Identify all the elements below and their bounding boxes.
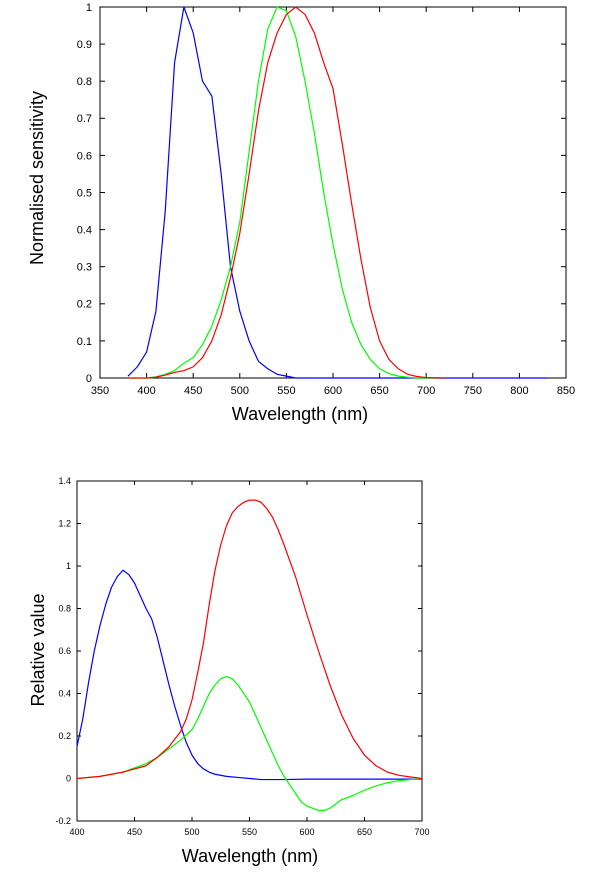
y-tick-label: 0.2 [77, 299, 92, 311]
x-tick-label: 350 [91, 385, 109, 397]
x-tick-label: 650 [370, 385, 388, 397]
series-line [127, 6, 548, 379]
y-tick-label: 1.4 [58, 476, 71, 486]
x-tick-label: 600 [324, 385, 342, 397]
y-tick-label: 0.4 [77, 224, 92, 236]
x-tick-label: 850 [557, 385, 575, 397]
x-tick-label: 400 [69, 827, 84, 837]
plot-frame [76, 480, 423, 822]
series-line [127, 6, 445, 379]
x-axis-label: Wavelength (nm) [182, 846, 318, 866]
y-tick-label: 0.9 [77, 39, 92, 51]
x-tick-label: 450 [127, 827, 142, 837]
x-tick-label: 400 [137, 385, 155, 397]
series-lines [76, 499, 423, 811]
y-tick-label: 0.6 [58, 646, 71, 656]
y-tick-label: -0.2 [55, 816, 71, 826]
y-tick-label: 0.8 [77, 76, 92, 88]
series-lines [127, 6, 548, 379]
y-tick-label: 0 [66, 774, 71, 784]
plot-frame [99, 6, 567, 379]
y-tick-label: 0.8 [58, 604, 71, 614]
y-tick-label: 0.4 [58, 689, 71, 699]
x-tick-label: 750 [464, 385, 482, 397]
y-axis-ticks: 0 0.1 0.2 0.3 0.4 0.5 0.6 0.7 0.8 0.9 1 [77, 2, 566, 385]
series-line [127, 6, 445, 379]
x-tick-label: 550 [242, 827, 257, 837]
relative-value-chart: 400 450 500 550 600 650 700 -0.2 0 0.2 0.4 0.6 0.8 1… [28, 476, 430, 866]
x-tick-label: 700 [414, 827, 429, 837]
y-axis-ticks: -0.2 0 0.2 0.4 0.6 0.8 1 1.2 1.4 [55, 476, 422, 826]
x-tick-label: 500 [231, 385, 249, 397]
x-axis-label: Wavelength (nm) [232, 404, 368, 424]
x-tick-label: 450 [184, 385, 202, 397]
x-tick-label: 700 [417, 385, 435, 397]
y-tick-label: 0.6 [77, 150, 92, 162]
y-tick-label: 1.2 [58, 519, 71, 529]
x-axis-ticks: 350 400 450 500 550 600 650 700 750 800 850 [91, 7, 575, 397]
y-tick-label: 1 [66, 561, 71, 571]
series-line [76, 569, 422, 781]
sensitivity-chart: 350 400 450 500 550 600 650 700 750 800 850 0 0.1 0.… [27, 2, 575, 424]
y-tick-label: 0 [86, 373, 92, 385]
y-axis-label: Normalised sensitivity [27, 91, 47, 265]
series-line [76, 499, 423, 780]
y-tick-label: 1 [86, 2, 92, 14]
y-tick-label: 0.5 [77, 187, 92, 199]
x-axis-ticks: 400 450 500 550 600 650 700 [69, 481, 430, 837]
series-line [76, 675, 423, 811]
y-axis-label: Relative value [28, 593, 48, 706]
y-tick-label: 0.3 [77, 262, 92, 274]
y-tick-label: 0.2 [58, 731, 71, 741]
x-tick-label: 650 [357, 827, 372, 837]
x-tick-label: 600 [299, 827, 314, 837]
y-tick-label: 0.7 [77, 113, 92, 125]
x-tick-label: 500 [184, 827, 199, 837]
x-tick-label: 550 [277, 385, 295, 397]
y-tick-label: 0.1 [77, 336, 92, 348]
x-tick-label: 800 [510, 385, 528, 397]
